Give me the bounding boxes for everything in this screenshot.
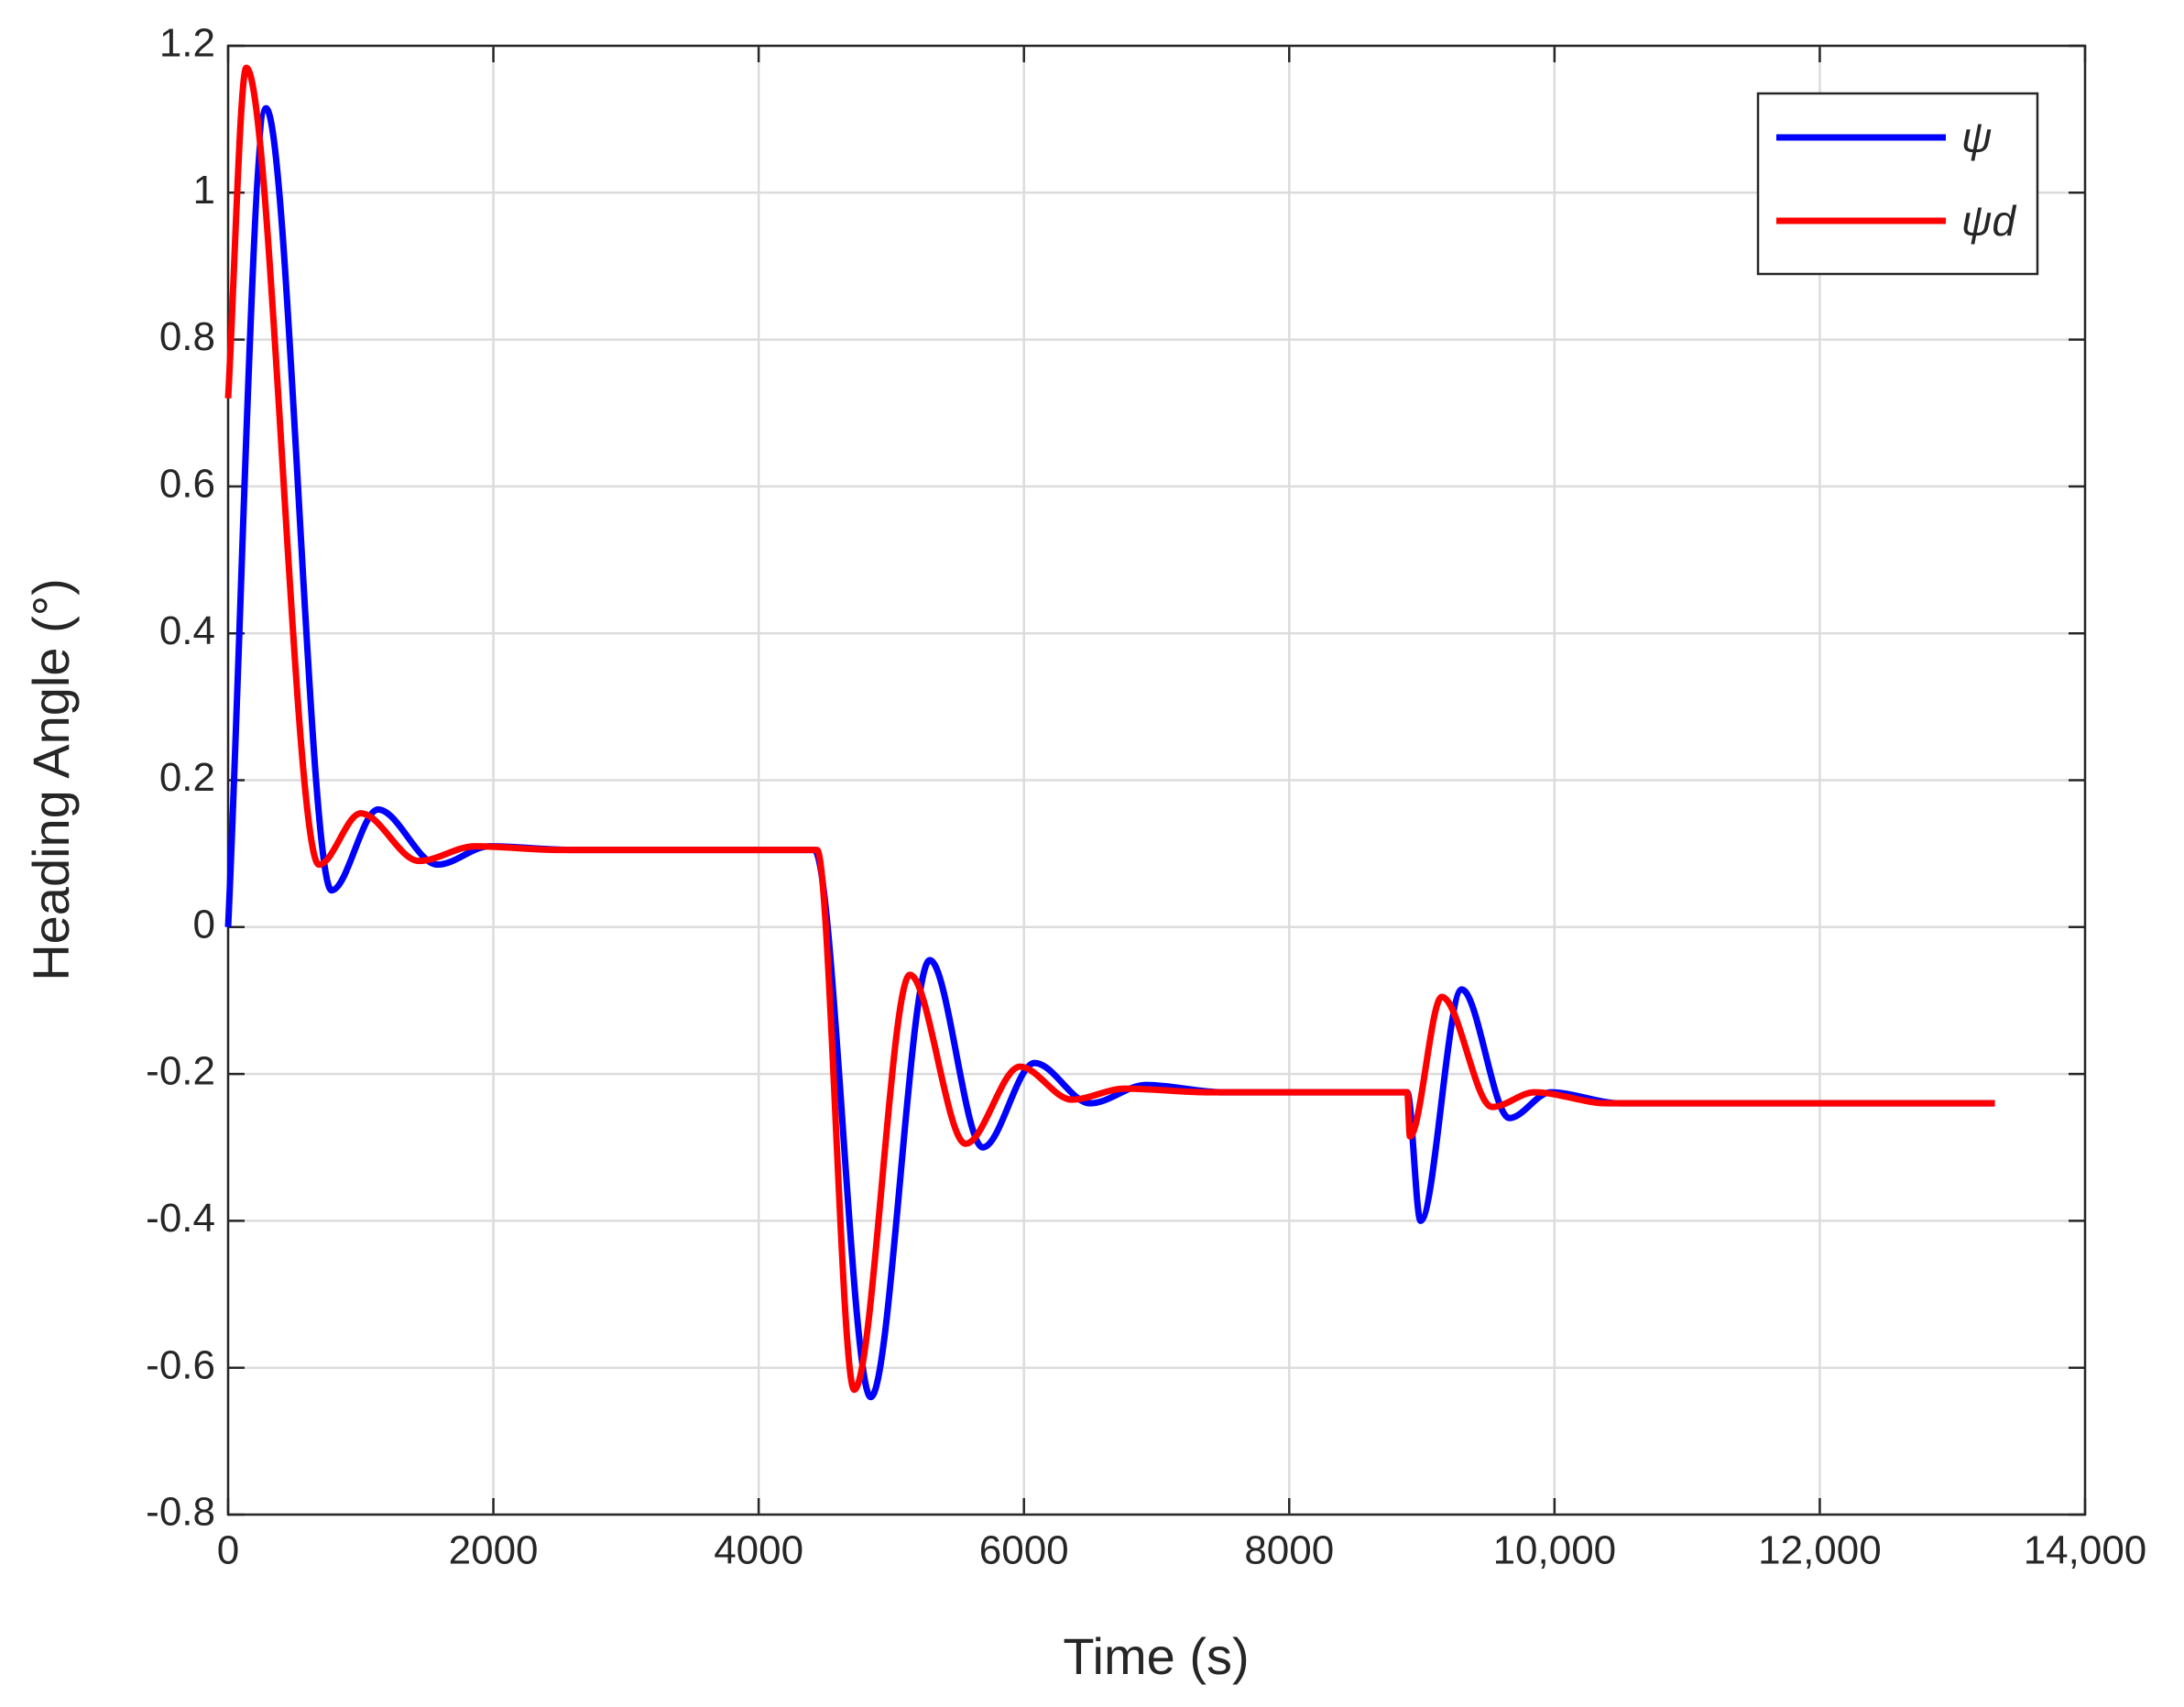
x-axis-label: Time (s) — [1063, 1627, 1249, 1685]
y-tick-label: 0 — [193, 902, 215, 947]
x-tick-label: 10,000 — [1493, 1528, 1617, 1573]
x-tick-label: 8000 — [1244, 1528, 1334, 1573]
y-tick-label: 0.8 — [159, 314, 215, 359]
y-tick-label: 0.6 — [159, 462, 215, 507]
y-tick-label: 1.2 — [159, 21, 215, 66]
x-tick-label: 4000 — [714, 1528, 803, 1573]
y-tick-label: -0.2 — [146, 1049, 215, 1094]
x-tick-label: 12,000 — [1758, 1528, 1882, 1573]
y-tick-label: 1 — [193, 168, 215, 213]
y-tick-label: -0.4 — [146, 1196, 215, 1241]
x-tick-label: 2000 — [449, 1528, 539, 1573]
legend-box — [1756, 92, 2039, 276]
legend-label: ψ — [1961, 114, 1992, 161]
y-tick-label: -0.6 — [146, 1342, 215, 1387]
y-tick-label: -0.8 — [146, 1490, 215, 1535]
y-tick-label: 0.2 — [159, 755, 215, 800]
y-tick-label: 0.4 — [159, 608, 215, 653]
x-tick-label: 14,000 — [2024, 1528, 2147, 1573]
y-axis-label: Heading Angle (°) — [22, 578, 80, 981]
x-tick-label: 6000 — [979, 1528, 1069, 1573]
series-line — [224, 64, 1995, 1394]
legend-label: ψd — [1961, 197, 2016, 245]
plot-frame — [226, 44, 2087, 1516]
x-tick-label: 0 — [217, 1528, 239, 1573]
